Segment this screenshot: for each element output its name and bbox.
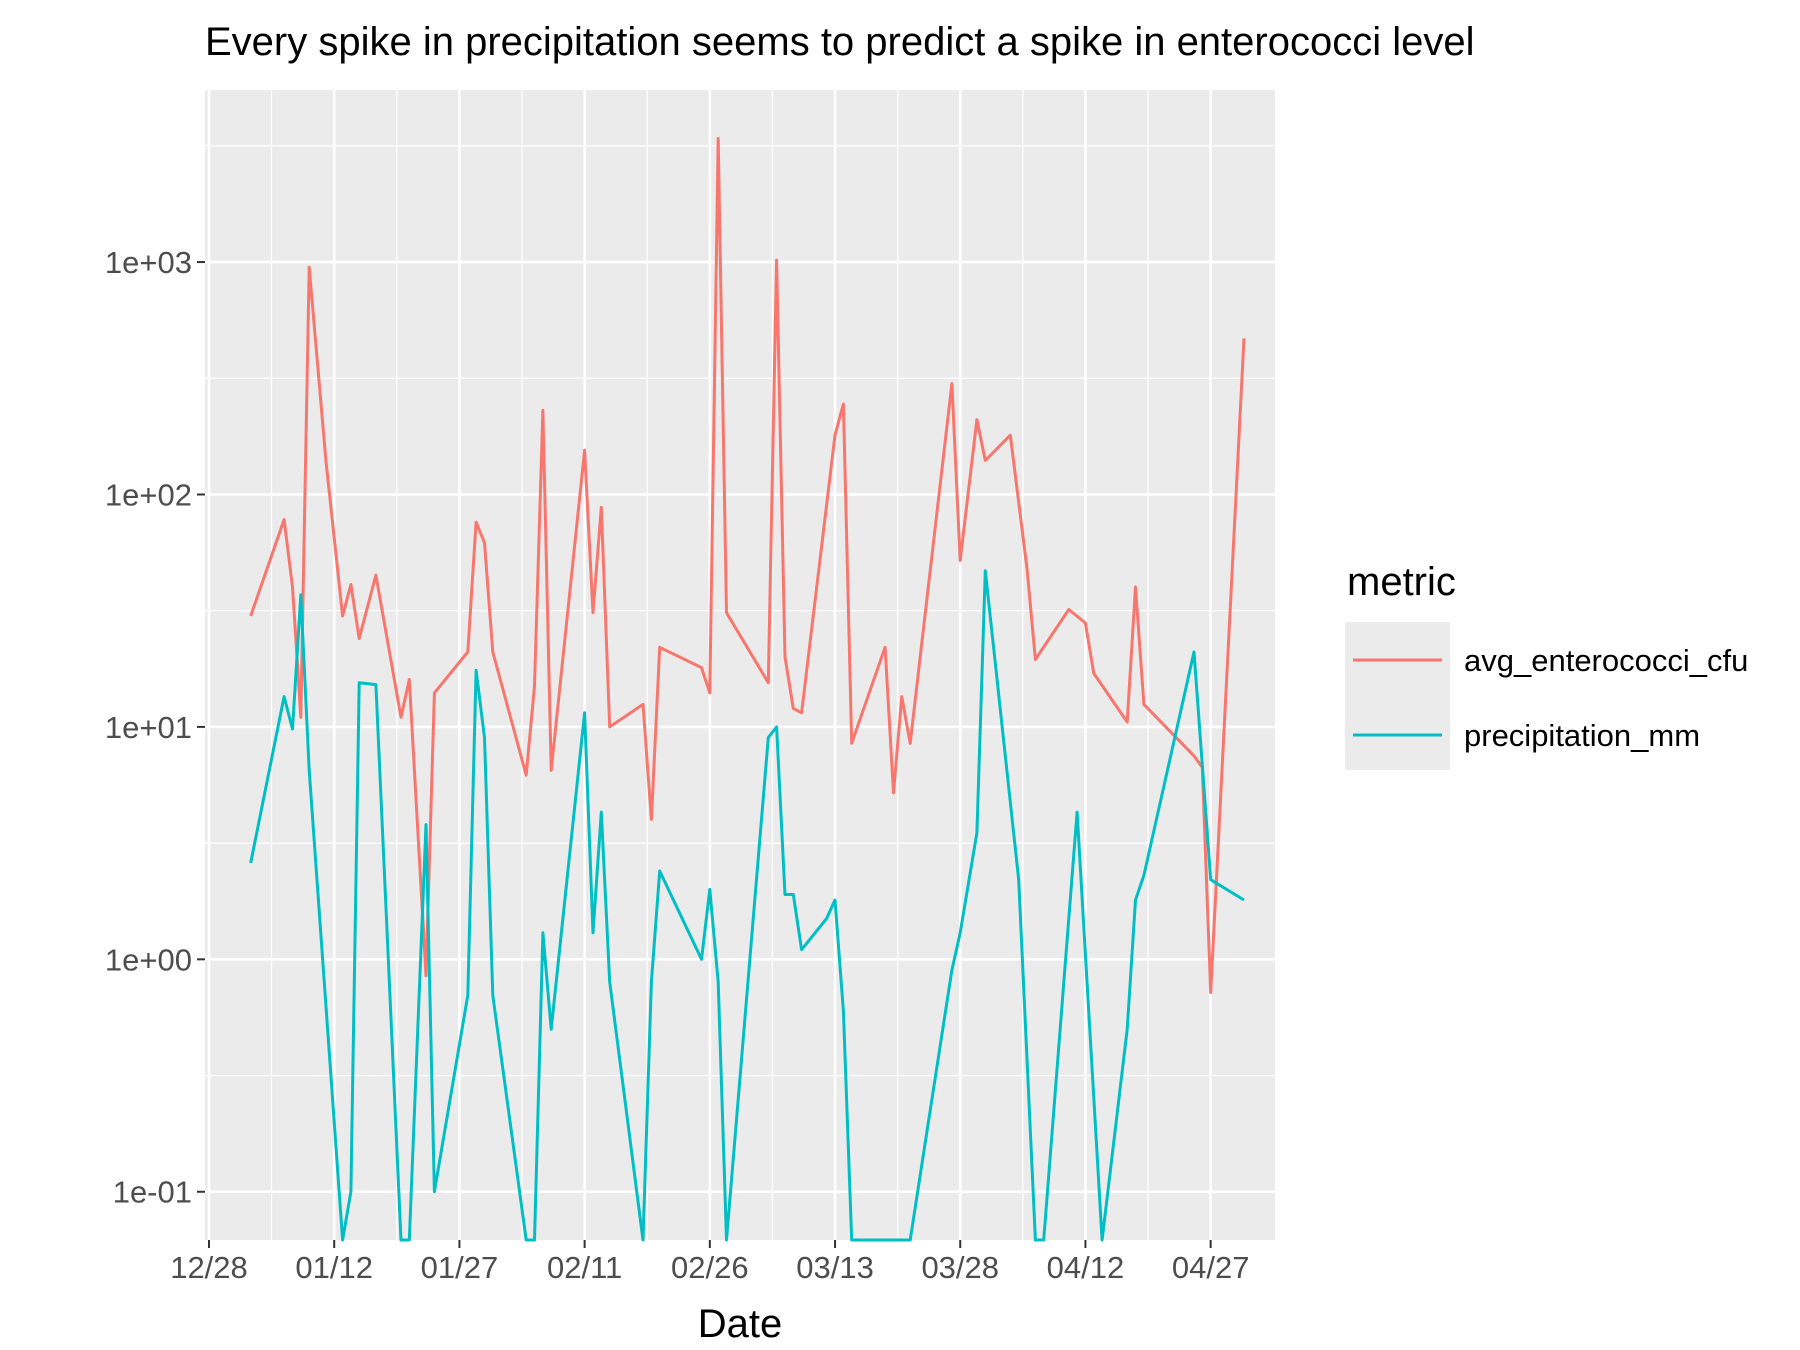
series-lines: [249, 137, 1246, 1242]
x-tick-label: 01/12: [295, 1250, 373, 1285]
x-tick-label: 03/28: [921, 1250, 999, 1285]
series-line-precipitation_mm: [249, 569, 1245, 1242]
x-tick-label: 01/27: [421, 1250, 499, 1285]
y-tick-label: 1e+00: [105, 942, 192, 977]
y-axis: 1e-01 1e+00 1e+01 1e+02 1e+03: [105, 245, 205, 1210]
legend-title: metric: [1347, 560, 1456, 604]
y-tick-label: 1e+02: [105, 477, 192, 512]
legend-label: avg_enterococci_cfu: [1464, 643, 1748, 678]
x-tick-label: 04/27: [1172, 1250, 1250, 1285]
x-axis: 12/28 01/12 01/27 02/11 02/26 03/13 03/28 04/12…: [170, 1240, 1249, 1285]
y-tick-label: 1e-01: [113, 1175, 192, 1210]
series-line-avg_enterococci_cfu: [249, 137, 1246, 994]
legend: metric avg_enterococci_cfu precipitation_…: [1345, 560, 1748, 770]
x-axis-title: Date: [698, 1302, 783, 1346]
x-tick-label: 04/12: [1047, 1250, 1125, 1285]
plot-panel: [205, 90, 1275, 1240]
chart-title: Every spike in precipitation seems to pr…: [205, 20, 1475, 64]
x-tick-label: 12/28: [170, 1250, 248, 1285]
y-tick-label: 1e+03: [105, 245, 192, 280]
x-tick-label: 02/11: [547, 1250, 622, 1285]
legend-key-background: [1345, 622, 1450, 770]
y-tick-label: 1e+01: [105, 710, 192, 745]
x-tick-label: 03/13: [796, 1250, 874, 1285]
grid-lines: [205, 90, 1275, 1240]
legend-label: precipitation_mm: [1464, 718, 1700, 753]
x-tick-label: 02/26: [671, 1250, 749, 1285]
